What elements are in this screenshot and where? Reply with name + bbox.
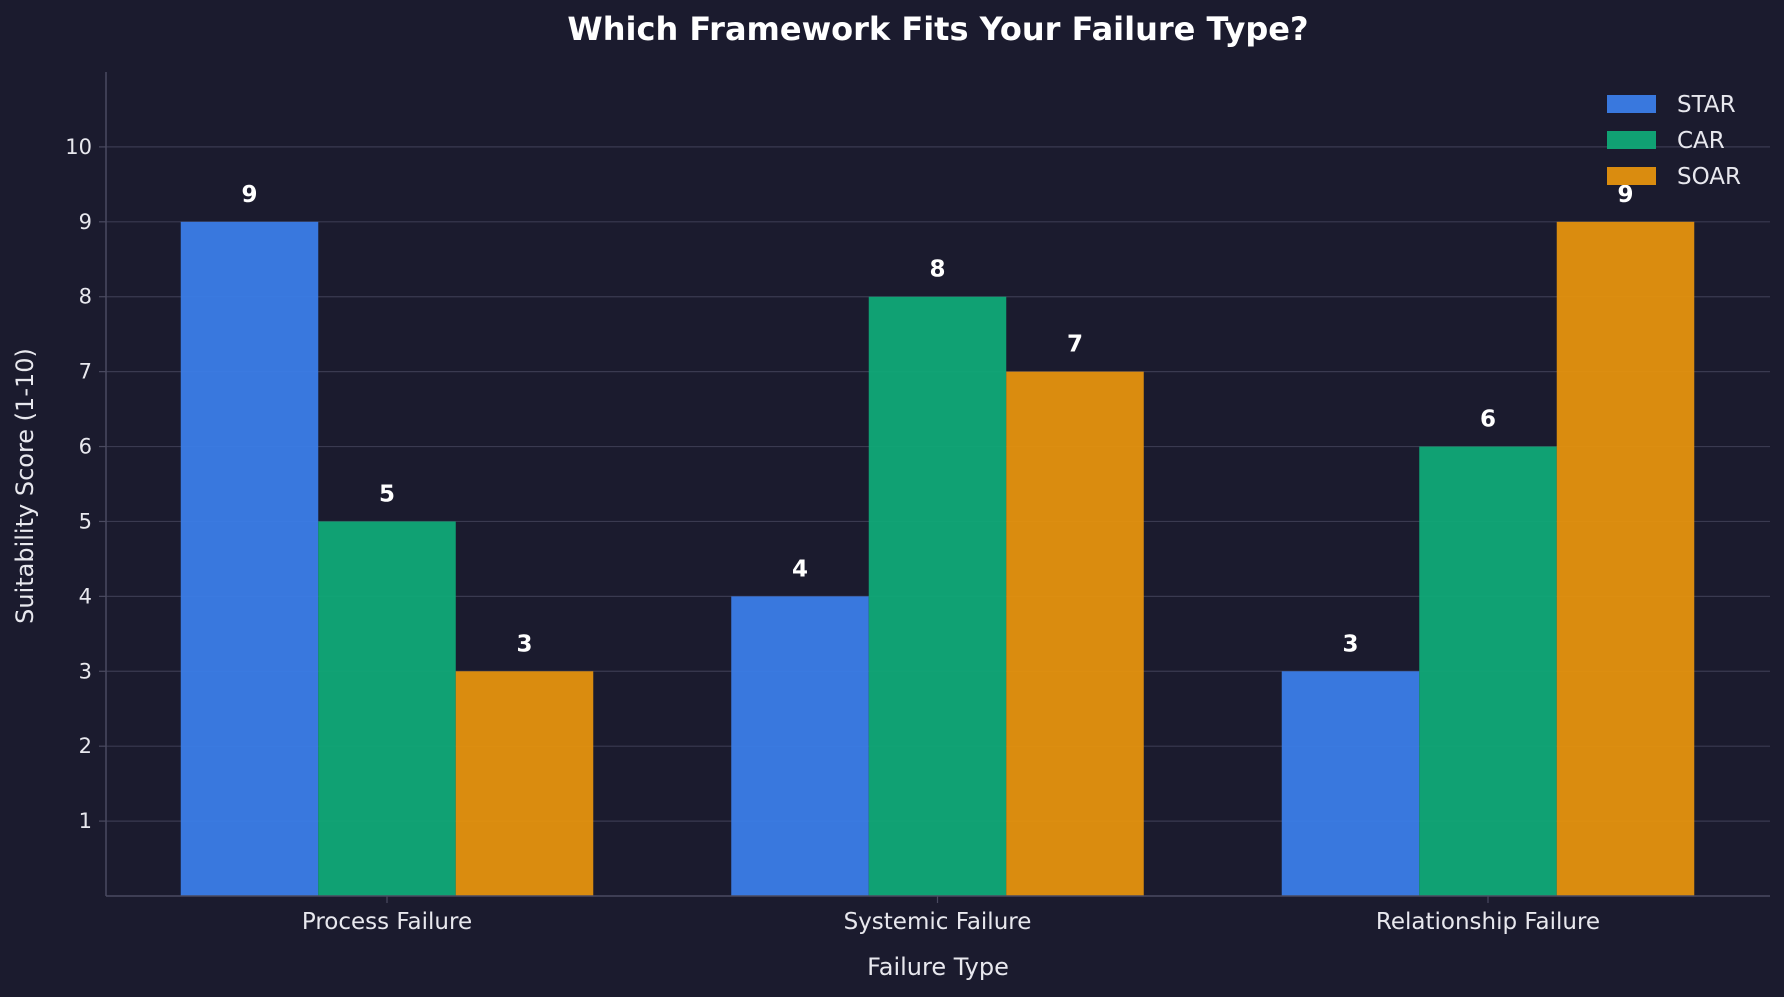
y-tick-label: 9 bbox=[79, 210, 92, 234]
bar-star bbox=[180, 221, 319, 896]
bar-value-label: 9 bbox=[1617, 182, 1633, 208]
axes: 1 2 3 4 5 6 7 8 9 10 Process Failure Systemic Failu… bbox=[65, 72, 1770, 935]
value-labels: 9 5 3 4 8 7 3 6 9 bbox=[241, 182, 1633, 657]
y-tick-label: 3 bbox=[79, 659, 92, 683]
y-tick-label: 1 bbox=[79, 809, 92, 833]
legend-label-soar: SOAR bbox=[1677, 164, 1741, 190]
bar-soar bbox=[455, 671, 594, 896]
x-tick-label: Relationship Failure bbox=[1376, 909, 1600, 935]
bar-car bbox=[318, 521, 456, 896]
legend-label-star: STAR bbox=[1677, 92, 1736, 118]
bar-star bbox=[731, 596, 869, 896]
bar-value-label: 9 bbox=[241, 182, 257, 208]
legend-swatch-star bbox=[1607, 95, 1656, 113]
y-tick-label: 4 bbox=[79, 584, 92, 608]
bar-value-label: 6 bbox=[1480, 407, 1496, 433]
bar-value-label: 7 bbox=[1067, 332, 1083, 358]
legend: STAR CAR SOAR bbox=[1607, 92, 1741, 190]
chart-title: Which Framework Fits Your Failure Type? bbox=[567, 10, 1308, 48]
x-tick-label: Process Failure bbox=[302, 909, 472, 935]
bar-value-label: 5 bbox=[379, 481, 395, 507]
bar-soar bbox=[1006, 371, 1144, 896]
legend-swatch-soar bbox=[1607, 167, 1656, 185]
y-tick-label: 5 bbox=[79, 509, 92, 533]
y-tick-label: 2 bbox=[79, 734, 92, 758]
bar-value-label: 8 bbox=[929, 257, 945, 283]
bar-value-label: 4 bbox=[792, 556, 808, 582]
legend-swatch-car bbox=[1607, 131, 1656, 149]
x-axis-label: Failure Type bbox=[867, 953, 1009, 981]
x-tick-label: Systemic Failure bbox=[844, 909, 1032, 935]
y-axis-label: Suitability Score (1-10) bbox=[11, 348, 39, 624]
bar-soar bbox=[1556, 221, 1695, 896]
bar-car bbox=[1419, 446, 1557, 896]
bar-car bbox=[868, 296, 1007, 896]
legend-label-car: CAR bbox=[1677, 128, 1725, 154]
bars bbox=[180, 221, 1695, 896]
bar-value-label: 3 bbox=[516, 631, 532, 657]
y-tick-label: 8 bbox=[79, 285, 92, 309]
y-tick-label: 7 bbox=[79, 360, 92, 384]
bar-star bbox=[1281, 671, 1420, 896]
bar-value-label: 3 bbox=[1342, 631, 1358, 657]
y-tick-label: 10 bbox=[65, 135, 92, 159]
y-tick-label: 6 bbox=[79, 435, 92, 459]
